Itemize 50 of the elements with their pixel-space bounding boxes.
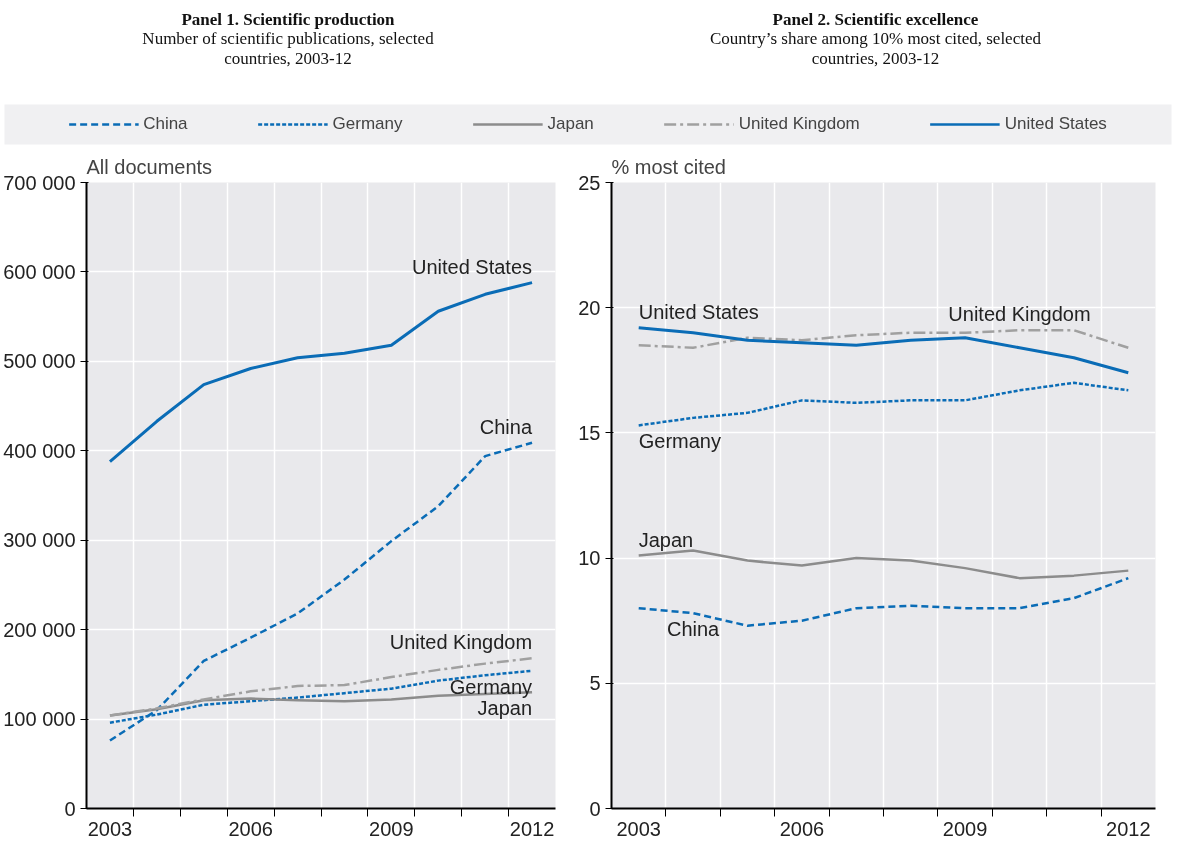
x-tick-label: 2012 (509, 817, 555, 840)
annotation: Germany (449, 675, 533, 698)
y-tick-label: 100 000 (3, 708, 76, 731)
x-tick-label: 2012 (1106, 817, 1151, 840)
legend-label: China (143, 114, 188, 134)
line-series (637, 326, 1130, 375)
line-series (108, 657, 534, 717)
annotation: United Kingdom (389, 631, 533, 654)
x-tick-label: 2006 (779, 817, 825, 840)
annotation: United Kingdom (948, 303, 1091, 326)
y-tick-label: 400 000 (3, 439, 76, 462)
annotation: Japan (638, 528, 694, 551)
y-tick-label: 500 000 (3, 350, 76, 373)
legend-label: United Kingdom (738, 114, 860, 134)
x-tick-label: 2009 (942, 817, 988, 840)
y-tick-label: 15 (578, 421, 601, 444)
y-tick-label: 20 (578, 296, 601, 319)
y-axis-title: % most cited (611, 155, 726, 178)
legend-label: United States (1004, 114, 1107, 134)
annotation: Japan (477, 697, 533, 720)
line-series (637, 381, 1130, 427)
annotation: United States (638, 300, 759, 323)
y-axis-title: All documents (86, 155, 213, 178)
y-tick-label: 0 (589, 797, 601, 820)
y-tick-label: 5 (589, 672, 601, 695)
y-tick-label: 300 000 (3, 529, 76, 552)
line-series (108, 281, 534, 464)
x-tick-label: 2006 (228, 817, 273, 840)
chart-title: Panel 2. Scientific excellence (772, 9, 979, 29)
legend-label: Japan (547, 114, 594, 134)
legend-label: Germany (332, 114, 403, 134)
line-series (637, 328, 1130, 350)
y-tick-label: 25 (578, 171, 601, 194)
x-tick-label: 2009 (369, 817, 414, 840)
line-series (108, 441, 534, 742)
chart-subtitle: Country’s share among 10% most cited, selected countries, 2003-12 (710, 29, 1042, 69)
annotation: China (479, 415, 533, 438)
y-tick-label: 600 000 (3, 260, 76, 283)
annotation: Germany (638, 430, 721, 453)
x-tick-label: 2003 (87, 817, 133, 840)
line-series (637, 549, 1130, 580)
y-tick-label: 10 (578, 547, 601, 570)
x-tick-label: 2003 (616, 817, 661, 840)
annotation: China (666, 618, 721, 641)
annotation: United States (411, 255, 533, 278)
chart-title: Panel 1. Scientific production (181, 9, 396, 29)
y-tick-label: 200 000 (3, 618, 76, 641)
y-tick-label: 700 000 (3, 171, 76, 194)
chart-subtitle: Number of scientific publications, selected countries, 2003-12 (142, 29, 435, 69)
y-tick-label: 0 (64, 797, 76, 820)
